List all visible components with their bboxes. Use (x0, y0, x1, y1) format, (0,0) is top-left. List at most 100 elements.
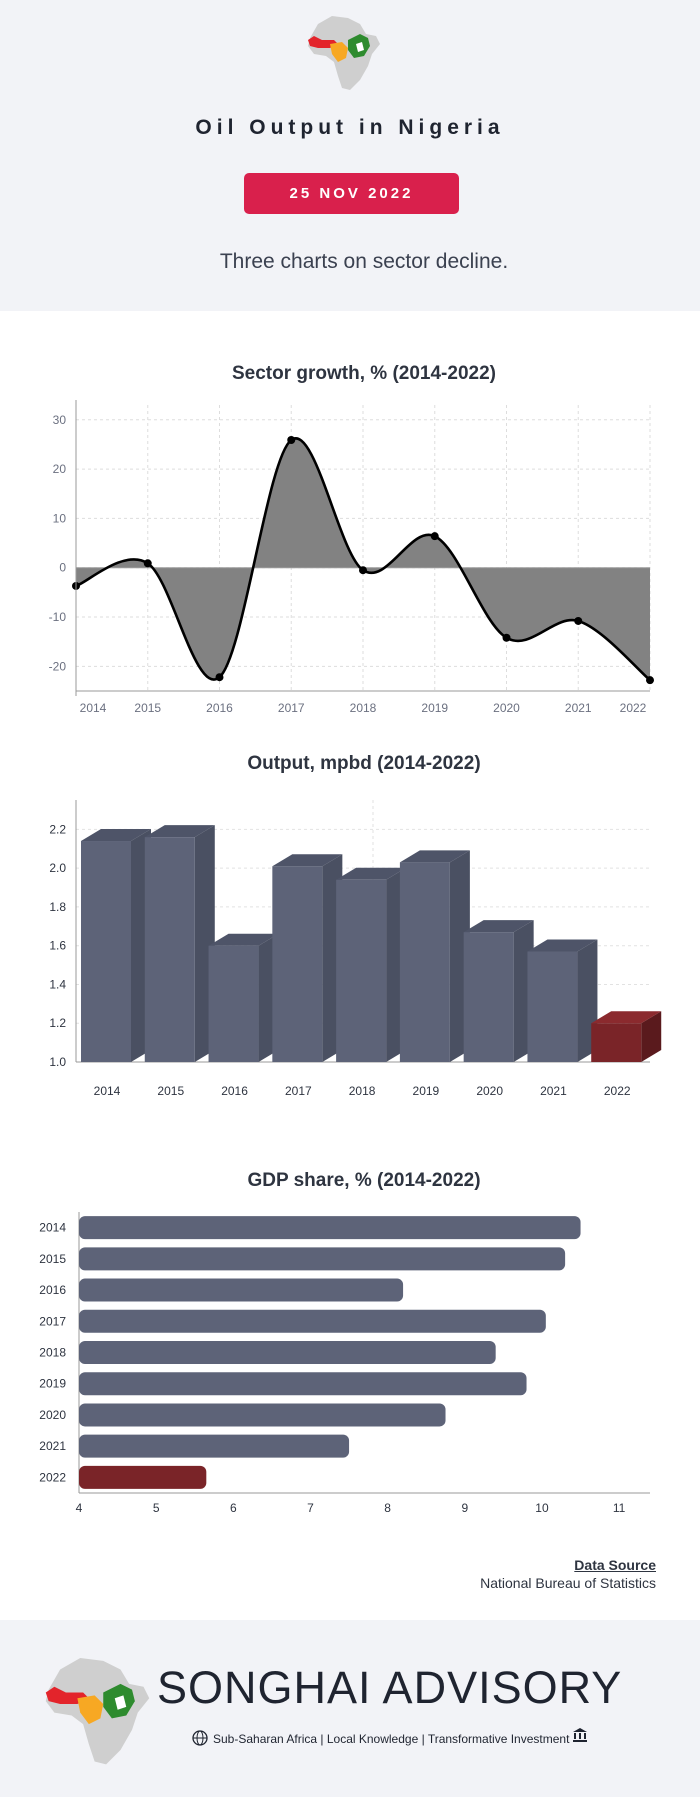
growth-area-chart: 30 20 10 0 -10 -20 2014 2015 2016 2017 2018 2019 202… (49, 400, 654, 715)
bar-2019 (399, 862, 450, 1062)
output-chart-title: Output, mpbd (2014-2022) (247, 753, 481, 774)
data-source: Data Source National Bureau of Statistic… (480, 1557, 656, 1591)
data-point-2019 (430, 532, 439, 541)
x-tick-label: 2021 (565, 701, 592, 715)
x-tick-label: 8 (384, 1501, 391, 1515)
bank-icon (573, 1728, 587, 1742)
data-point-2017 (287, 436, 296, 445)
bar-2018 (79, 1341, 496, 1364)
y-tick-label: 2021 (39, 1439, 66, 1453)
bar-2014 (79, 1216, 581, 1240)
growth-chart-title: Sector growth, % (2014-2022) (232, 363, 496, 384)
x-tick-label: 11 (613, 1501, 626, 1515)
x-tick-label: 2021 (540, 1084, 567, 1098)
x-tick-label: 2020 (493, 701, 520, 715)
x-tick-label: 2016 (221, 1084, 248, 1098)
y-tick-label: 2.0 (49, 861, 66, 875)
x-tick-label: 2022 (620, 701, 647, 715)
y-tick-label: 1.0 (49, 1055, 66, 1069)
y-tick-label: 30 (53, 413, 67, 427)
page-subtitle: Three charts on sector decline. (219, 250, 509, 273)
x-tick-label: 2018 (350, 701, 377, 715)
bar-top-2017 (272, 854, 343, 867)
y-tick-label: 0 (59, 561, 66, 575)
bar-top-2022 (591, 1011, 662, 1024)
brand-tagline: Sub-Saharan Africa | Local Knowledge | T… (213, 1732, 570, 1746)
x-tick-label: 2016 (206, 701, 233, 715)
x-tick-label: 2020 (476, 1084, 503, 1098)
x-tick-label: 4 (76, 1501, 83, 1515)
gdp-chart-title: GDP share, % (2014-2022) (247, 1170, 481, 1191)
bar-2022 (591, 1023, 642, 1062)
bar-2018 (336, 879, 387, 1062)
data-point-2021 (574, 616, 583, 625)
bar-top-2021 (527, 939, 598, 952)
bar-2016 (208, 945, 259, 1062)
y-tick-label: 2019 (39, 1377, 66, 1391)
x-tick-label: 2017 (278, 701, 305, 715)
x-tick-label: 2015 (134, 701, 161, 715)
bar-2017 (272, 866, 323, 1062)
bar-top-2019 (399, 850, 470, 863)
x-tick-label: 2014 (94, 1084, 121, 1098)
x-tick-label: 9 (461, 1501, 468, 1515)
bar-2019 (79, 1372, 527, 1396)
bar-2021 (79, 1434, 350, 1458)
bar-side-2022 (641, 1011, 662, 1062)
y-tick-label: 2015 (39, 1252, 66, 1266)
bar-top-2015 (144, 825, 215, 838)
x-tick-label: 2022 (604, 1084, 631, 1098)
x-tick-label: 5 (153, 1501, 160, 1515)
bar-2020 (463, 932, 514, 1062)
gdp-share-bar-chart: 4 5 6 7 8 9 10 11 2014 2015 2016 2017 2018 2019 2020 20… (39, 1212, 650, 1515)
y-tick-label: 1.6 (49, 939, 66, 953)
bar-2016 (79, 1278, 404, 1302)
y-tick-label: 2022 (39, 1470, 66, 1484)
y-tick-label: 2014 (39, 1221, 66, 1235)
globe-icon (192, 1730, 208, 1746)
y-tick-label: 2020 (39, 1408, 66, 1422)
bar-2015 (79, 1247, 566, 1271)
data-source-link[interactable]: Data Source (574, 1557, 656, 1573)
output-bar-chart: 1.0 1.2 1.4 1.6 1.8 2.0 2.2 2014 2015 2016 2017 201… (49, 800, 662, 1098)
africa-map-icon (308, 16, 380, 90)
y-tick-label: 2016 (39, 1283, 66, 1297)
y-tick-label: 1.8 (49, 900, 66, 914)
x-tick-label: 2019 (421, 701, 448, 715)
bar-top-2014 (81, 829, 151, 842)
bar-top-2018 (336, 867, 407, 880)
growth-line (75, 437, 651, 682)
y-tick-label: -10 (49, 610, 67, 624)
y-tick-label: -20 (49, 659, 67, 673)
bar-2014 (81, 841, 131, 1062)
data-point-2015 (143, 559, 152, 568)
x-tick-label: 2018 (349, 1084, 376, 1098)
y-tick-label: 10 (53, 511, 67, 525)
header: Oil Output in Nigeria 25 NOV 2022 Three … (0, 0, 700, 311)
y-tick-label: 1.4 (49, 977, 66, 991)
y-tick-label: 2.2 (49, 822, 66, 836)
x-tick-label: 2017 (285, 1084, 312, 1098)
y-tick-label: 2018 (39, 1346, 66, 1360)
y-tick-label: 2017 (39, 1314, 66, 1328)
x-tick-label: 2019 (413, 1084, 440, 1098)
date-badge: 25 NOV 2022 (244, 173, 459, 214)
brand-name: SONGHAI ADVISORY (157, 1662, 623, 1713)
y-tick-label: 1.2 (49, 1016, 66, 1030)
bar-2015 (144, 837, 195, 1062)
bar-2020 (79, 1403, 446, 1427)
africa-map-icon (45, 1658, 150, 1765)
data-point-2020 (502, 633, 511, 642)
x-tick-label: 7 (307, 1501, 314, 1515)
data-point-2016 (215, 673, 224, 682)
bar-2021 (527, 951, 578, 1062)
bar-top-2016 (208, 933, 279, 946)
bar-2017 (79, 1309, 546, 1333)
x-tick-label: 6 (230, 1501, 237, 1515)
page-title: Oil Output in Nigeria (195, 116, 505, 139)
y-tick-label: 20 (53, 462, 67, 476)
data-source-name: National Bureau of Statistics (480, 1575, 656, 1591)
data-point-2022 (646, 676, 654, 685)
x-tick-label: 2015 (157, 1084, 184, 1098)
x-tick-label: 10 (535, 1501, 549, 1515)
